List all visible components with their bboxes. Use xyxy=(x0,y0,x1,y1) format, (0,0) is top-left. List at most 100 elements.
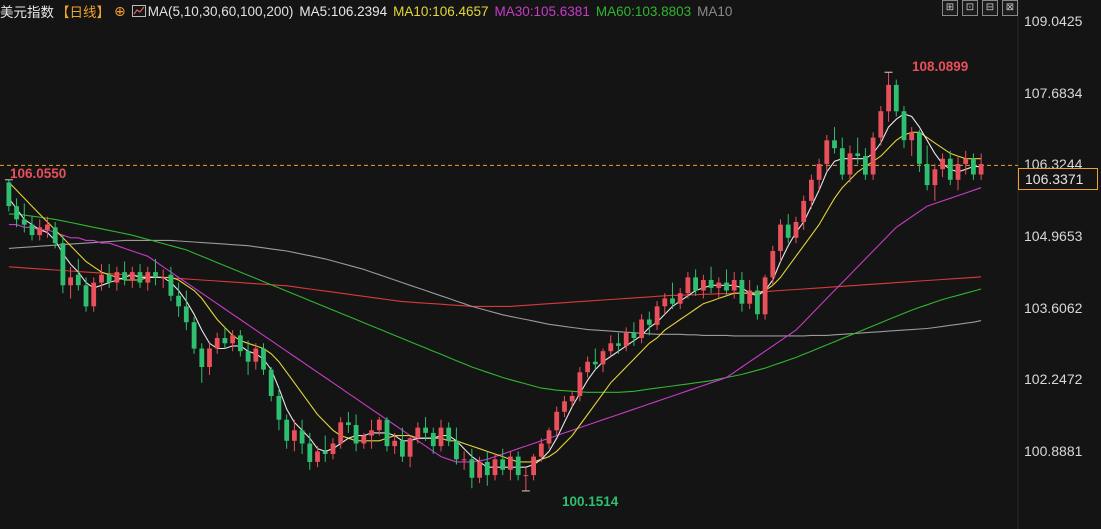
settings-button[interactable]: ⊠ xyxy=(1002,0,1018,16)
candle-body xyxy=(955,164,961,180)
period-selector[interactable]: 【日线】 xyxy=(56,5,110,20)
candle-body xyxy=(238,335,243,352)
start-price-label: 106.0550 xyxy=(10,166,67,181)
candle-body xyxy=(670,298,675,304)
candle-body xyxy=(430,432,436,447)
candle-body xyxy=(423,427,428,433)
candle-body xyxy=(762,277,768,315)
candle-body xyxy=(562,401,567,412)
candle-body xyxy=(816,164,822,180)
candle-body xyxy=(947,158,953,180)
candle-body xyxy=(662,298,668,307)
candle-body xyxy=(60,243,66,286)
candle-body xyxy=(693,277,698,291)
add-indicator-icon[interactable]: ⊕ xyxy=(114,2,126,19)
candle-body xyxy=(168,274,174,296)
candle-body xyxy=(855,153,861,156)
candle-body xyxy=(384,419,390,447)
candle-body xyxy=(909,132,915,141)
candle-body xyxy=(793,222,799,238)
candle-body xyxy=(515,456,521,476)
axis-tick-label: 103.6062 xyxy=(1024,299,1083,316)
candle-body xyxy=(484,461,490,476)
candle-body xyxy=(122,272,127,280)
candle-body xyxy=(600,351,606,365)
candle-body xyxy=(392,440,398,447)
zoom-in-button[interactable]: ⊞ xyxy=(942,0,958,16)
candle-body xyxy=(400,440,405,457)
candle-body xyxy=(809,179,814,201)
layout-button[interactable]: ⊡ xyxy=(962,0,978,16)
candle-body xyxy=(755,290,760,315)
ma-params: MA(5,10,30,60,100,200) xyxy=(147,3,294,19)
candle-body xyxy=(284,419,290,441)
candle-body xyxy=(708,280,714,288)
ma10-line xyxy=(8,131,982,463)
candle-body xyxy=(701,280,706,291)
candle-body xyxy=(353,425,359,444)
candle-body xyxy=(199,348,205,367)
chart-header: 美元指数 【日线】 ⊕ MA(5,10,30,60,100,200) MA5:1… xyxy=(0,0,738,22)
candle-body xyxy=(886,84,891,112)
candle-body xyxy=(500,459,506,470)
candle-body xyxy=(346,422,351,425)
candle-body xyxy=(438,427,444,447)
candle-body xyxy=(677,293,683,304)
axis-tick-label: 104.9653 xyxy=(1024,228,1083,244)
ma30-line xyxy=(8,187,982,463)
candle-body xyxy=(654,306,660,325)
candle-body xyxy=(45,224,50,230)
axis-tick-label: 102.2472 xyxy=(1024,371,1083,388)
candle-body xyxy=(330,443,336,454)
ma5-line xyxy=(8,113,982,468)
candle-body xyxy=(893,84,899,112)
candle-body xyxy=(616,343,621,346)
candle-body xyxy=(207,348,212,367)
candle-body xyxy=(75,274,81,286)
candle-body xyxy=(863,156,868,175)
candle-body xyxy=(376,419,382,431)
candle-body xyxy=(114,272,120,283)
candle-body xyxy=(29,224,35,236)
candle-body xyxy=(454,440,459,460)
candle-body xyxy=(901,111,907,141)
candle-body xyxy=(145,272,151,283)
chart-toolbar: ⊞ ⊡ ⊟ ⊠ xyxy=(942,0,1022,16)
candle-body xyxy=(747,290,753,304)
candle-body xyxy=(631,332,637,338)
candle-body xyxy=(963,158,969,164)
axis-tick-label: 100.8881 xyxy=(1024,443,1083,459)
candle-body xyxy=(608,343,614,352)
candle-body xyxy=(971,158,976,175)
ma5-value: MA5:106.2394 xyxy=(299,3,388,19)
ma10-value: MA10:106.4657 xyxy=(393,3,489,19)
ma60-line xyxy=(8,213,982,393)
candle-body xyxy=(91,282,97,307)
candle-body xyxy=(832,140,837,149)
candle-body xyxy=(52,227,58,244)
candle-body xyxy=(778,224,783,251)
candle-body xyxy=(21,219,27,225)
zoom-out-button[interactable]: ⊟ xyxy=(982,0,998,16)
candle-body xyxy=(592,361,598,365)
candle-body xyxy=(685,277,691,294)
candle-body xyxy=(461,459,467,461)
candle-body xyxy=(68,277,73,286)
candle-body xyxy=(940,158,945,170)
axis-tick-label: 109.0425 xyxy=(1024,13,1083,29)
candle-body xyxy=(292,430,297,441)
candle-body xyxy=(932,169,938,186)
axis-tick-label: 107.6834 xyxy=(1024,84,1083,101)
candle-body xyxy=(129,272,135,280)
ma-indicator-icon[interactable] xyxy=(131,5,146,17)
candle-body xyxy=(307,443,313,462)
candle-body xyxy=(477,461,482,478)
candle-body xyxy=(245,351,251,362)
candle-body xyxy=(508,456,513,470)
candle-body xyxy=(183,306,189,323)
candle-body xyxy=(716,282,722,288)
current-price-tag: 106.3371 xyxy=(1018,168,1098,190)
candle-body xyxy=(322,451,328,454)
candle-body xyxy=(623,332,629,346)
